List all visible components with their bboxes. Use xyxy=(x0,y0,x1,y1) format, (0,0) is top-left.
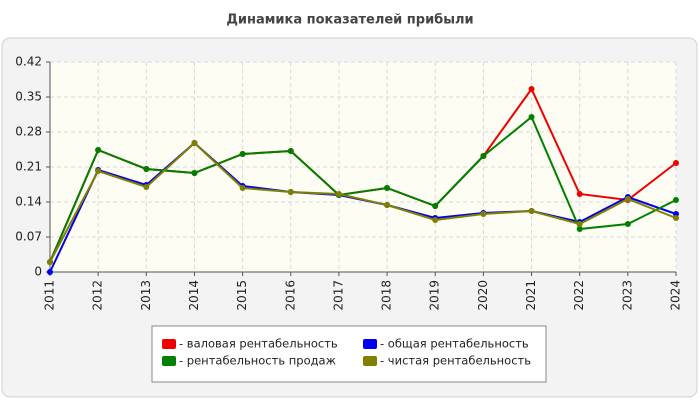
data-point xyxy=(384,185,391,191)
y-tick-label: 0.35 xyxy=(15,90,42,104)
data-point xyxy=(432,203,439,209)
series-line xyxy=(49,141,677,263)
legend-swatch xyxy=(363,339,377,349)
data-point xyxy=(47,259,53,265)
y-tick-label: 0 xyxy=(34,265,42,279)
data-point xyxy=(191,140,198,146)
legend-label: - общая рентабельность xyxy=(380,337,529,351)
data-point xyxy=(673,197,679,203)
legend-swatch xyxy=(162,356,176,366)
x-tick-label: 2011 xyxy=(43,280,57,311)
data-point xyxy=(673,215,679,221)
legend-label: - рентабельность продаж xyxy=(179,354,336,368)
x-tick-label: 2016 xyxy=(283,280,297,311)
data-point xyxy=(480,153,487,159)
x-tick-label: 2021 xyxy=(524,280,538,311)
x-tick-label: 2019 xyxy=(428,280,442,311)
x-tick-label: 2014 xyxy=(187,280,201,311)
data-point xyxy=(673,160,679,166)
x-tick-label: 2018 xyxy=(380,280,394,311)
x-tick-label: 2017 xyxy=(331,280,345,311)
x-tick-label: 2015 xyxy=(235,280,249,311)
legend xyxy=(151,325,547,383)
data-point xyxy=(143,166,150,172)
x-tick-label: 2012 xyxy=(91,280,105,311)
x-tick-label: 2020 xyxy=(476,280,490,311)
data-point xyxy=(287,189,294,195)
data-point xyxy=(239,151,246,157)
data-point xyxy=(47,269,53,275)
x-tick-label: 2024 xyxy=(669,280,683,311)
data-point xyxy=(528,114,535,120)
legend-swatch xyxy=(363,356,377,366)
x-tick-label: 2013 xyxy=(139,280,153,311)
y-tick-label: 0.07 xyxy=(15,230,42,244)
legend-label: - валовая рентабельность xyxy=(179,337,338,351)
y-tick-label: 0.28 xyxy=(15,125,42,139)
data-point xyxy=(624,221,631,227)
data-point xyxy=(432,217,439,223)
data-point xyxy=(335,191,342,197)
data-point xyxy=(191,170,198,176)
data-point xyxy=(95,147,102,153)
data-point xyxy=(239,185,246,191)
legend-swatch xyxy=(162,339,176,349)
chart-title: Динамика показателей прибыли xyxy=(226,13,473,28)
series-line xyxy=(49,115,677,263)
data-point xyxy=(143,184,150,190)
y-tick-label: 0.21 xyxy=(15,160,42,174)
legend-label: - чистая рентабельность xyxy=(380,354,531,368)
x-tick-label: 2022 xyxy=(572,280,586,311)
data-point xyxy=(95,168,102,174)
y-tick-label: 0.42 xyxy=(15,55,42,69)
data-point xyxy=(576,226,583,232)
data-point xyxy=(384,202,391,208)
y-tick-label: 0.14 xyxy=(15,195,42,209)
x-tick-label: 2023 xyxy=(620,280,634,311)
data-point xyxy=(528,208,535,214)
data-point xyxy=(528,86,535,92)
data-point xyxy=(624,196,631,202)
data-point xyxy=(576,191,583,197)
data-point xyxy=(480,211,487,217)
data-point xyxy=(576,221,583,227)
data-point xyxy=(287,148,294,154)
